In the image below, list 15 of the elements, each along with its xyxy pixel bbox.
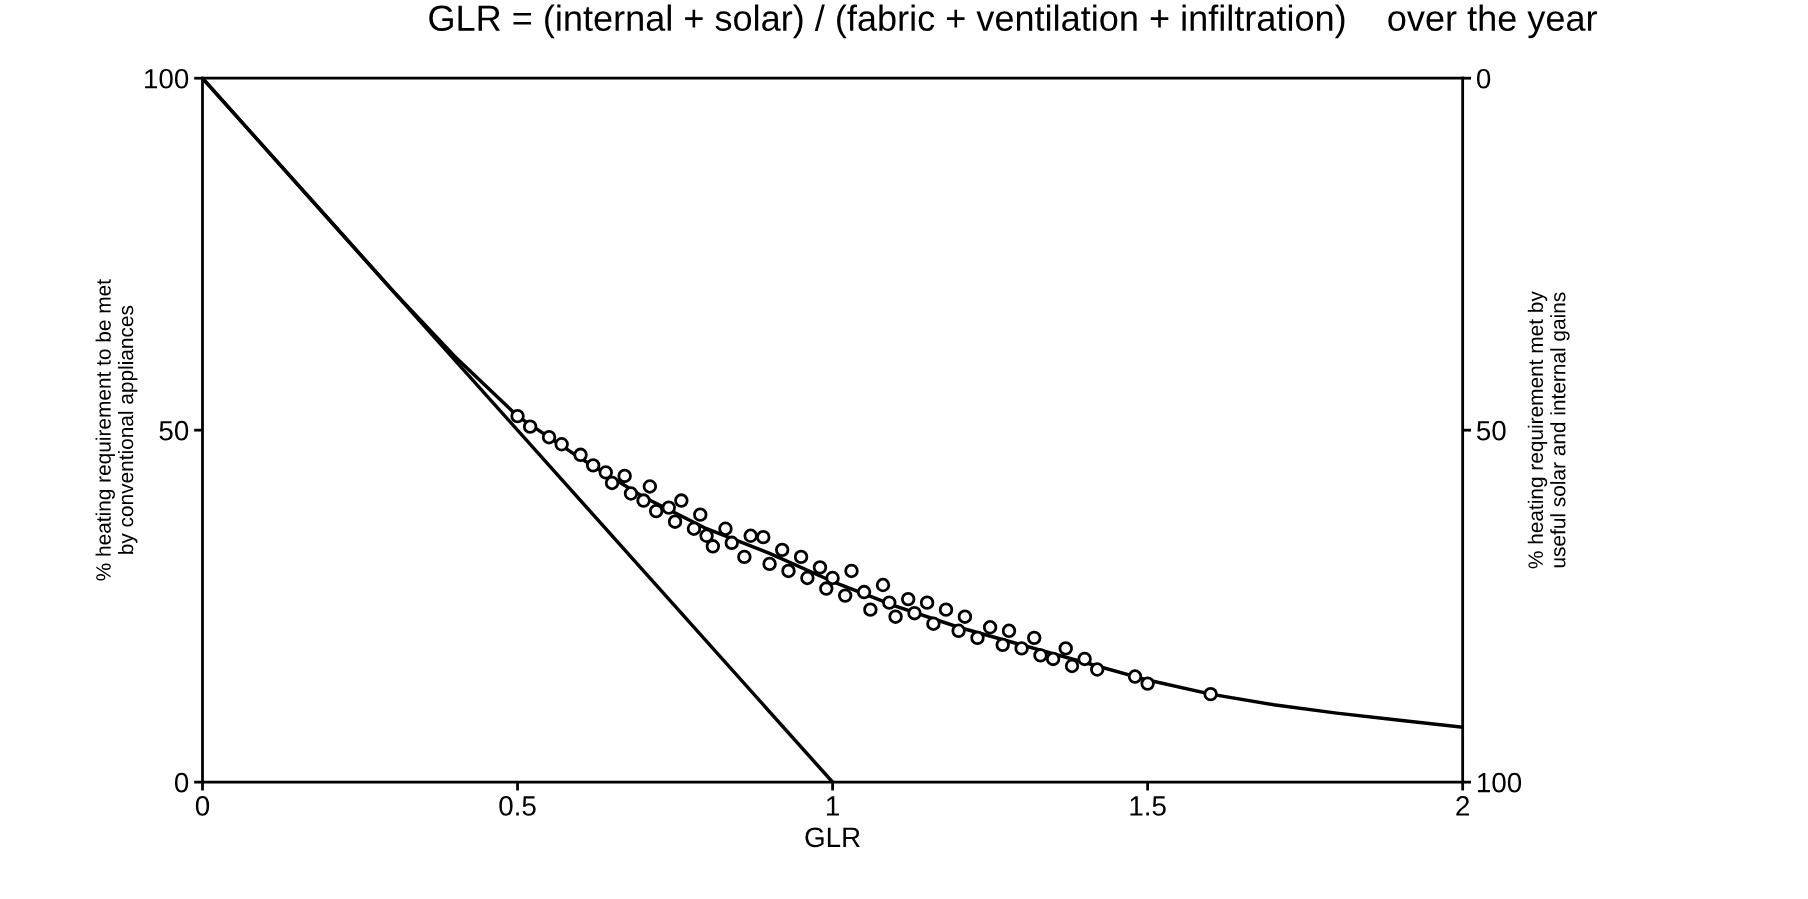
y2-tick-label: 100 (1477, 772, 1522, 793)
y-tick-label: 50 (159, 420, 189, 441)
y2-tick-label: 50 (1476, 420, 1506, 441)
x-tick-label: 1 (826, 796, 839, 816)
y2-axis-title: % heating requirement met by useful solar and internal gains (1527, 291, 1570, 569)
y-tick-label: 100 (145, 68, 189, 89)
x-tick-label: 2 (1456, 796, 1469, 816)
x-axis-title: GLR (805, 827, 860, 848)
y2-tick-label: 0 (1476, 68, 1491, 89)
x-tick-label: 1.5 (1130, 796, 1166, 816)
chart-title: GLR = (internal + solar) / (fabric + ventilation + infiltration) over the year (429, 4, 1597, 39)
y-axis-title: % heating requirement to be met by conventional appliances (95, 279, 138, 581)
x-tick-label: 0.5 (499, 796, 536, 816)
x-tick-label: 0 (195, 796, 210, 816)
y-tick-label: 0 (174, 772, 189, 793)
